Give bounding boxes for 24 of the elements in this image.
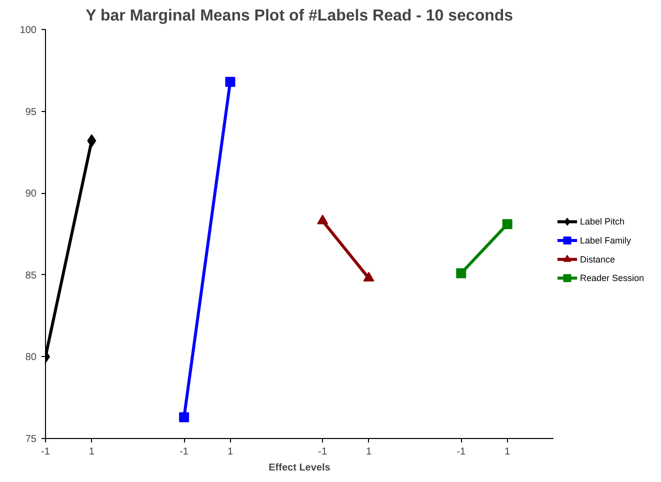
x-tick-label: 1 [504, 446, 511, 458]
legend-label: Label Family [580, 236, 632, 246]
y-tick-label: 100 [20, 25, 37, 36]
x-tick-label: -1 [456, 446, 466, 458]
x-tick-label: -1 [318, 446, 328, 458]
y-tick-label: 95 [25, 106, 37, 118]
x-axis-title: Effect Levels [268, 462, 331, 474]
chart-title: Y bar Marginal Means Plot of #Labels Read - 10 seconds [86, 8, 514, 24]
point [456, 268, 466, 278]
legend-label: Label Pitch [580, 216, 625, 227]
point [502, 219, 512, 230]
y-tick-label: 90 [25, 188, 37, 200]
y-tick-label: 80 [25, 352, 37, 364]
x-tick-label: -1 [180, 446, 189, 458]
point [179, 412, 190, 422]
legend-label: Reader Session [580, 273, 644, 284]
y-tick-label: 85 [25, 270, 37, 282]
point [225, 76, 236, 87]
x-tick-label: -1 [41, 446, 50, 458]
y-tick-label: 75 [25, 434, 37, 445]
legend-label: Distance [580, 254, 616, 264]
x-tick-label: 1 [88, 446, 95, 458]
x-tick-label: 1 [366, 446, 372, 458]
x-tick-label: 1 [227, 446, 234, 458]
